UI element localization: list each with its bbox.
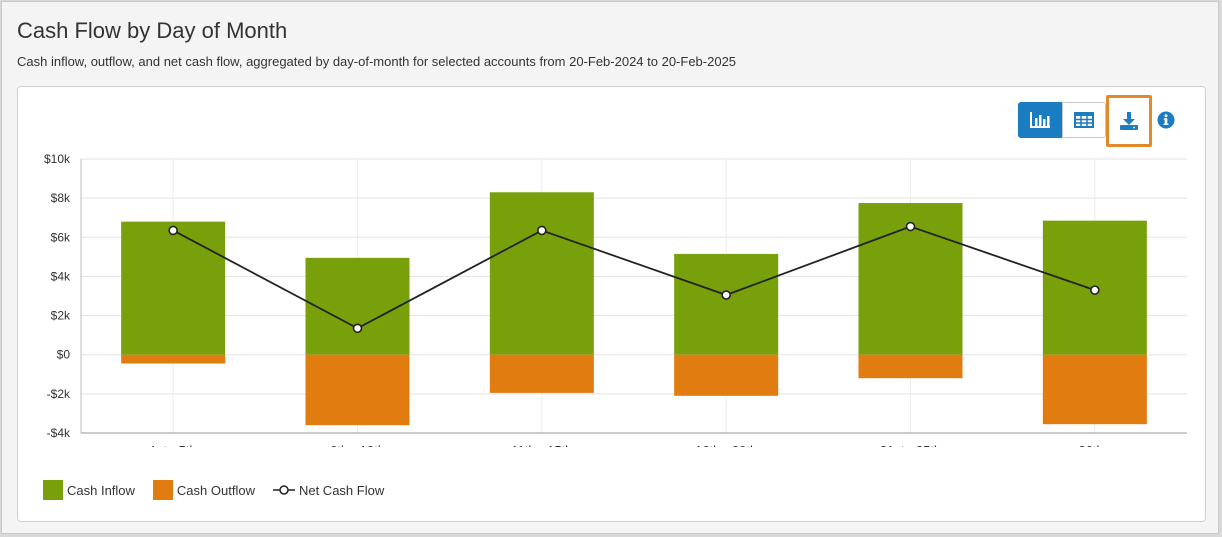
legend-item-net[interactable]: Net Cash Flow xyxy=(272,482,385,498)
x-tick-label: 16th - 20th xyxy=(695,443,757,447)
x-tick-label: 11th - 15th xyxy=(511,443,572,447)
page-title: Cash Flow by Day of Month xyxy=(17,18,288,43)
net-line-point[interactable] xyxy=(905,221,916,232)
cash-flow-chart: $10k $8k $6k $4k $2k $0 -$2k -$4k 1st - 5th 6th -… xyxy=(44,152,1187,447)
net-line-swatch xyxy=(272,485,295,495)
net-line-point[interactable] xyxy=(1090,285,1100,295)
y-tick-label: $8k xyxy=(51,191,71,205)
chart-view-button[interactable] xyxy=(1018,102,1062,138)
inflow-bar[interactable] xyxy=(121,221,226,355)
bars xyxy=(121,192,1147,426)
y-tick-label: $2k xyxy=(51,309,71,323)
legend-item-inflow[interactable]: Cash Inflow xyxy=(43,480,135,500)
outflow-bar[interactable] xyxy=(1042,354,1147,425)
y-tick-label: $10k xyxy=(44,152,71,166)
legend-item-outflow[interactable]: Cash Outflow xyxy=(152,480,255,500)
net-line-point[interactable] xyxy=(352,323,363,334)
table-icon xyxy=(1074,112,1094,128)
legend-label-net: Net Cash Flow xyxy=(298,482,385,498)
axes: $10k $8k $6k $4k $2k $0 -$2k -$4k 1st - 5th 6th -… xyxy=(44,152,1187,447)
net-line-point[interactable] xyxy=(168,225,178,236)
outflow-bar[interactable] xyxy=(305,354,410,426)
info-button[interactable] xyxy=(1156,110,1176,130)
outflow-bar[interactable] xyxy=(858,354,963,379)
y-tick-label: -$4k xyxy=(47,426,71,440)
inflow-bar[interactable] xyxy=(674,253,779,355)
info-icon xyxy=(1157,111,1175,129)
net-line-path xyxy=(172,225,1096,330)
legend: Cash Inflow Cash Outflow Net Cash Flow xyxy=(43,480,402,500)
net-line-point[interactable] xyxy=(537,225,547,236)
chart-panel: $10k $8k $6k $4k $2k $0 -$2k -$4k 1st - 5th 6th -… xyxy=(17,86,1206,522)
outflow-bar[interactable] xyxy=(121,354,226,364)
y-tick-label: -$2k xyxy=(47,387,71,401)
y-tick-label: $0 xyxy=(57,348,71,362)
net-cash-flow-line xyxy=(168,221,1100,334)
outflow-swatch xyxy=(152,480,173,500)
x-tick-label: 6th - 10th xyxy=(330,443,385,447)
outflow-bar[interactable] xyxy=(674,354,779,396)
inflow-swatch xyxy=(43,480,63,500)
x-tick-label: 1st - 5th xyxy=(150,443,197,447)
y-tick-label: $4k xyxy=(51,269,71,283)
grid xyxy=(81,158,1187,434)
inflow-bar[interactable] xyxy=(489,192,594,355)
legend-label-inflow: Cash Inflow xyxy=(67,482,135,498)
x-tick-label: 21st - 25th xyxy=(880,443,941,447)
table-view-button[interactable] xyxy=(1062,102,1106,138)
x-tick-label: 26th+ xyxy=(1078,443,1111,447)
download-icon xyxy=(1120,112,1138,130)
inflow-bar[interactable] xyxy=(305,257,410,355)
outflow-bar[interactable] xyxy=(489,354,594,393)
y-tick-label: $6k xyxy=(51,230,71,244)
download-button[interactable] xyxy=(1106,95,1152,147)
bar-chart-icon xyxy=(1030,112,1050,128)
legend-label-outflow: Cash Outflow xyxy=(176,482,255,498)
net-line-point[interactable] xyxy=(721,290,731,300)
page-subtitle: Cash inflow, outflow, and net cash flow,… xyxy=(17,54,737,69)
